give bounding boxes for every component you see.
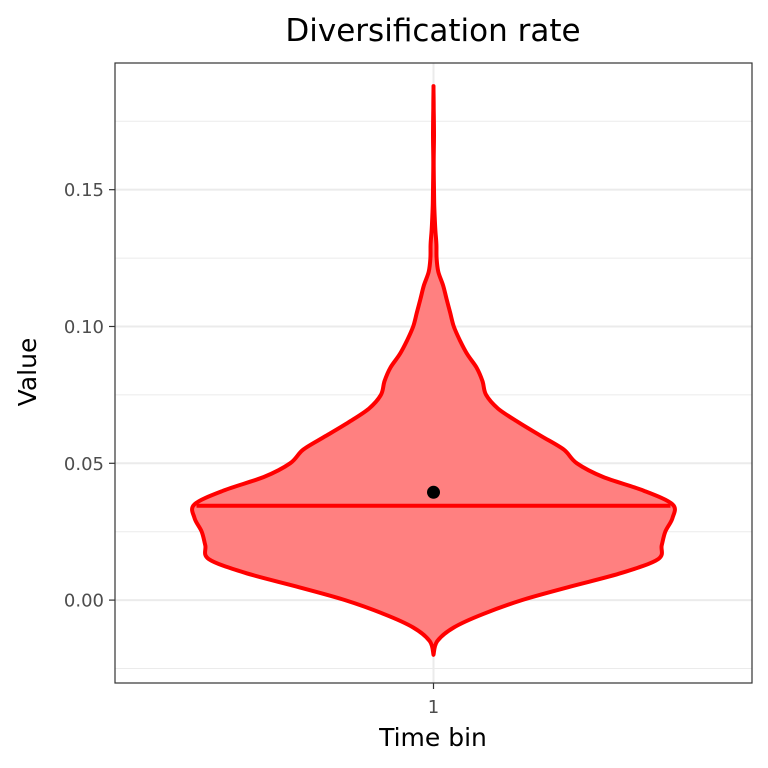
plot-panel: 0.00 0.05 0.10 0.15 1 bbox=[64, 62, 753, 718]
y-tick-label: 0.10 bbox=[64, 317, 104, 338]
y-tick-label: 0.05 bbox=[64, 454, 104, 475]
x-axis-label: Time bin bbox=[378, 723, 487, 752]
violin-shape bbox=[190, 84, 677, 657]
mean-point bbox=[427, 485, 440, 499]
y-axis-label: Value bbox=[13, 338, 42, 407]
chart-title: Diversification rate bbox=[285, 13, 580, 49]
y-tick-label: 0.00 bbox=[64, 591, 104, 612]
x-tick-label: 1 bbox=[428, 697, 439, 718]
y-tick-label: 0.15 bbox=[64, 180, 104, 201]
